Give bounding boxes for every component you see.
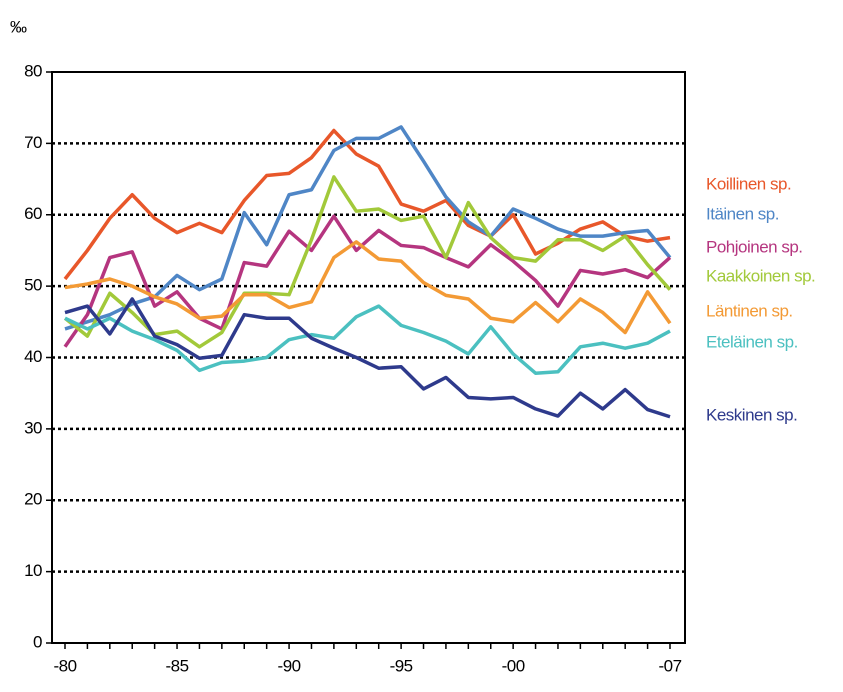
series-line: [64, 297, 671, 419]
y-tick-label: 0: [33, 632, 42, 651]
legend-label: Keskinen sp.: [706, 405, 797, 424]
series-line: [64, 125, 672, 331]
series-line: [63, 128, 671, 281]
legend-label: Itäinen sp.: [706, 204, 779, 223]
x-tick-label: -95: [390, 656, 413, 675]
series-line: [63, 175, 672, 349]
x-tick-label: -07: [658, 656, 681, 675]
legend-label: Pohjoinen sp.: [706, 237, 803, 256]
y-tick-label: 30: [24, 418, 42, 437]
x-tick-label: -90: [278, 656, 301, 675]
x-tick-label: -00: [502, 656, 525, 675]
series-line: [64, 240, 672, 335]
y-tick-label: 80: [24, 61, 42, 80]
y-tick-label: 70: [24, 133, 42, 152]
legend-label: Kaakkoinen sp.: [706, 266, 815, 285]
y-tick-label: 50: [24, 276, 42, 295]
x-tick-label: -80: [53, 656, 76, 675]
series-line: [64, 304, 671, 375]
y-axis-label: ‰: [10, 17, 27, 36]
y-tick-label: 60: [24, 204, 42, 223]
legend-label: Läntinen sp.: [706, 301, 793, 320]
x-tick-label: -85: [165, 656, 188, 675]
y-tick-label: 10: [24, 561, 42, 580]
plot-frame: [51, 71, 686, 644]
y-tick-label: 20: [24, 490, 42, 509]
y-tick-label: 40: [24, 347, 42, 366]
legend-label: Koillinen sp.: [706, 174, 791, 193]
legend-label: Eteläinen sp.: [706, 332, 798, 351]
